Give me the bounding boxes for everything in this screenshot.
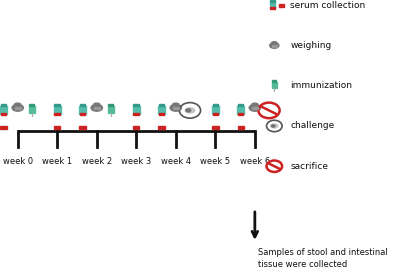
Text: week 4: week 4: [161, 157, 191, 166]
Ellipse shape: [12, 104, 23, 111]
Text: week 6: week 6: [240, 157, 270, 166]
Bar: [15, 107, 20, 109]
Bar: [212, 126, 218, 129]
Bar: [108, 104, 114, 106]
Bar: [134, 113, 139, 115]
Bar: [237, 106, 244, 114]
Bar: [1, 113, 6, 115]
Bar: [270, 0, 275, 2]
Text: week 2: week 2: [82, 157, 112, 166]
Bar: [133, 126, 140, 129]
Bar: [212, 113, 218, 115]
Bar: [272, 81, 276, 82]
Bar: [270, 2, 275, 8]
Text: serum collection: serum collection: [290, 1, 366, 10]
Bar: [212, 106, 219, 114]
Text: weighing: weighing: [290, 41, 332, 50]
Bar: [80, 113, 85, 115]
Bar: [272, 82, 277, 88]
Text: sacrifice: sacrifice: [290, 162, 328, 171]
Text: challenge: challenge: [290, 122, 334, 131]
Bar: [173, 107, 179, 109]
Ellipse shape: [249, 104, 260, 111]
Bar: [159, 104, 164, 106]
Bar: [279, 4, 284, 7]
Bar: [108, 106, 114, 113]
Text: immunization: immunization: [290, 81, 352, 90]
Bar: [54, 126, 60, 129]
Bar: [29, 104, 34, 106]
Bar: [1, 104, 6, 106]
Bar: [159, 113, 164, 115]
Ellipse shape: [91, 104, 102, 111]
Bar: [54, 106, 61, 114]
Bar: [133, 106, 140, 114]
Bar: [80, 126, 86, 129]
Bar: [270, 7, 275, 9]
Bar: [29, 106, 35, 113]
Bar: [252, 107, 258, 109]
Bar: [54, 113, 60, 115]
Bar: [0, 126, 7, 129]
Bar: [238, 104, 244, 106]
Ellipse shape: [170, 104, 182, 111]
Bar: [79, 106, 86, 114]
Bar: [158, 126, 165, 129]
Bar: [238, 126, 244, 129]
Bar: [0, 106, 7, 114]
Bar: [94, 107, 100, 109]
Ellipse shape: [271, 124, 278, 128]
Text: week 0: week 0: [3, 157, 33, 166]
Bar: [158, 106, 165, 114]
Bar: [238, 113, 244, 115]
Ellipse shape: [185, 108, 195, 113]
Ellipse shape: [186, 109, 191, 112]
Ellipse shape: [270, 43, 279, 48]
Bar: [54, 104, 60, 106]
Text: week 3: week 3: [121, 157, 151, 166]
Text: Samples of stool and intestinal
tissue were collected: Samples of stool and intestinal tissue w…: [258, 248, 388, 270]
Text: week 1: week 1: [42, 157, 72, 166]
Ellipse shape: [271, 125, 275, 127]
Bar: [134, 104, 139, 106]
Bar: [272, 45, 277, 47]
Bar: [212, 104, 218, 106]
Text: week 5: week 5: [200, 157, 230, 166]
Bar: [80, 104, 85, 106]
